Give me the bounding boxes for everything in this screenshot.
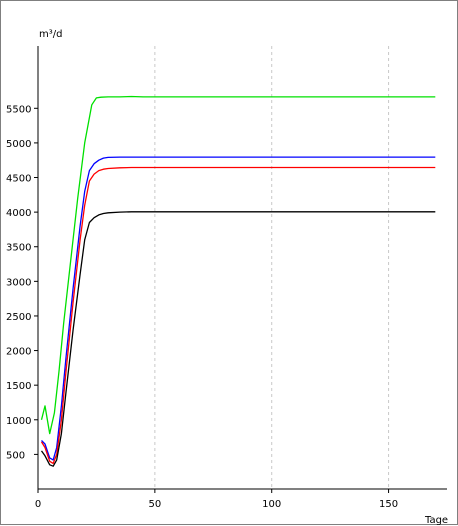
y-tick-label: 1000 (6, 416, 31, 427)
series-line-0 (40, 95, 436, 435)
x-tick-label: 50 (148, 499, 161, 510)
y-axis-label: m³/d (39, 29, 62, 40)
x-tick-label: 150 (379, 499, 398, 510)
y-tick-label: 2500 (6, 312, 31, 323)
x-axis-label: Tage (424, 515, 448, 526)
y-tick-label: 1500 (6, 381, 31, 392)
y-tick-label: 4000 (6, 208, 31, 219)
x-tick-label: 100 (262, 499, 281, 510)
y-tick-label: 2000 (6, 347, 31, 358)
series-line-2 (40, 166, 436, 465)
grid-layer (154, 46, 390, 489)
series-layer (40, 95, 436, 467)
series-line-1 (41, 156, 436, 461)
y-tick-label: 5500 (6, 104, 31, 115)
x-tick-label: 0 (35, 499, 41, 510)
ticks-layer: 0 50 100 150 500 1000 1500 2000 2500 3000 3500 4000… (6, 104, 398, 510)
y-tick-label: 3000 (6, 277, 31, 288)
y-tick-label: 5000 (6, 139, 31, 150)
y-tick-label: 3500 (6, 243, 31, 254)
axes-layer (37, 46, 447, 490)
y-tick-label: 500 (6, 450, 25, 461)
y-tick-label: 4500 (6, 174, 31, 185)
series-line-3 (40, 211, 436, 467)
